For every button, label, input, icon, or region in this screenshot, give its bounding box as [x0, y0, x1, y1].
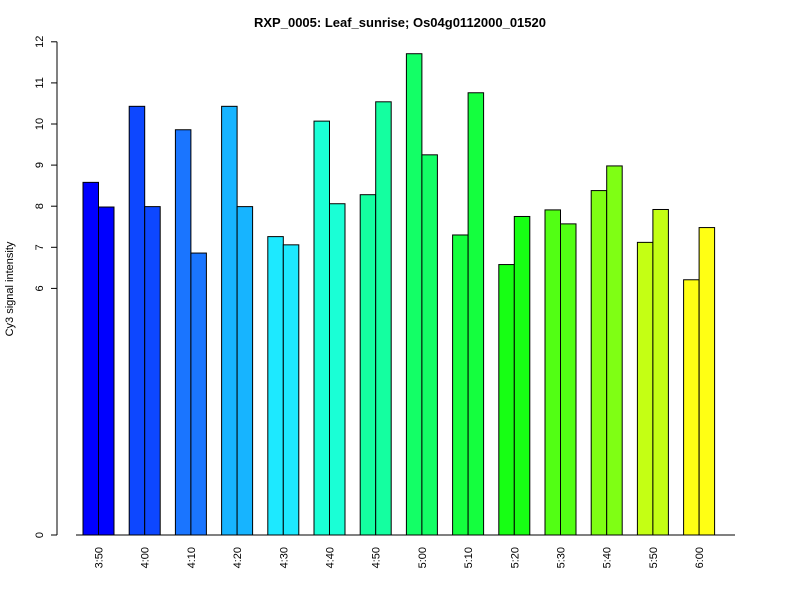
x-tick-label: 4:10 [186, 547, 198, 568]
x-tick-label: 5:30 [556, 547, 568, 568]
bar-4-0 [267, 236, 284, 536]
y-axis-title: Cy3 signal intensity [4, 241, 16, 336]
bar-1-0 [128, 105, 146, 536]
y-tick-label: 11 [34, 77, 46, 88]
bar-11-0 [590, 190, 608, 536]
bar-2-0 [174, 129, 192, 536]
bar-8-0 [452, 234, 469, 536]
bar-3-0 [221, 105, 238, 536]
x-tick-label: 5:20 [509, 547, 521, 568]
y-tick-label: 10 [34, 118, 46, 130]
x-tick-label: 4:00 [140, 547, 152, 568]
bar-9-1 [513, 215, 531, 536]
bar-0-0 [82, 181, 99, 536]
bar-6-1 [375, 101, 392, 536]
x-tick-labels: 3:50 4:00 4:10 4:20 4:30 4:40 4:50 5:00 5:10 5:20… [94, 547, 707, 568]
x-tick-label: 4:40 [325, 547, 337, 568]
y-tick-label: 8 [34, 203, 46, 209]
x-tick-label: 5:50 [648, 547, 660, 568]
x-tick-label: 3:50 [94, 547, 106, 568]
y-tick-label: 9 [34, 162, 46, 168]
bar-6-0 [359, 194, 377, 536]
y-axis: 0 6 7 8 9 10 11 12 [34, 36, 58, 538]
bar-0-1 [98, 206, 115, 536]
bar-9-0 [498, 264, 515, 536]
x-tick-label: 6:00 [694, 547, 706, 568]
bar-8-1 [467, 92, 485, 536]
bar-11-1 [606, 165, 623, 536]
y-tick-label: 12 [34, 36, 46, 48]
x-tick-label: 4:50 [371, 547, 383, 568]
bar-10-1 [560, 223, 577, 536]
bar-2-1 [190, 252, 207, 536]
y-tick-label: 0 [34, 532, 46, 538]
y-tick-label: 6 [34, 285, 46, 291]
x-tick-label: 5:00 [417, 547, 429, 568]
bar-5-0 [313, 120, 330, 536]
bar-12-1 [652, 208, 669, 536]
x-tick-label: 4:30 [278, 547, 290, 568]
bar-13-0 [683, 279, 700, 536]
chart-title: RXP_0005: Leaf_sunrise; Os04g0112000_015… [254, 15, 546, 30]
x-tick-label: 5:10 [463, 547, 475, 568]
bar-7-0 [405, 53, 423, 536]
x-tick-label: 4:20 [232, 547, 244, 568]
bar-12-0 [636, 241, 654, 536]
y-tick-label: 7 [34, 244, 46, 250]
bar-7-1 [421, 154, 438, 536]
bars [82, 53, 716, 536]
x-tick-label: 5:40 [602, 547, 614, 568]
bar-4-1 [282, 244, 300, 536]
bar-3-1 [236, 206, 254, 536]
bar-5-1 [329, 203, 346, 536]
bar-1-1 [144, 206, 161, 536]
bar-13-1 [698, 227, 716, 536]
bar-10-0 [544, 209, 561, 536]
